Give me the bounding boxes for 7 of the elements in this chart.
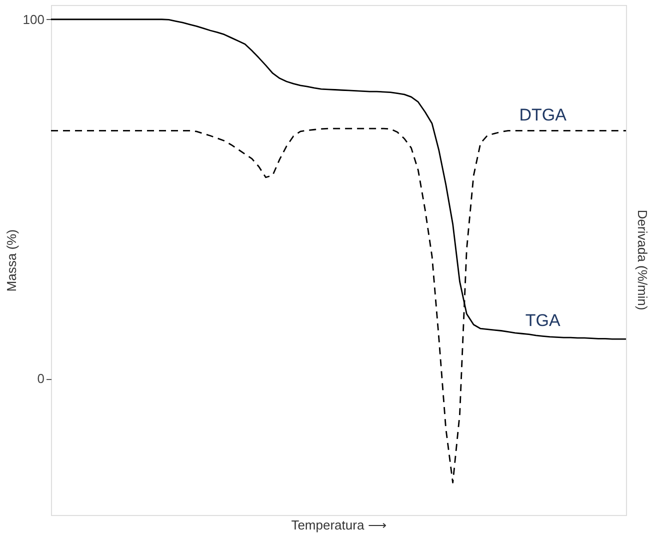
x-axis-title: Temperatura ⟶ (291, 518, 387, 532)
y-axis-title: Massa (%) (4, 229, 19, 292)
y2-axis-title: Derivada (%/min) (635, 210, 650, 310)
series-label: DTGA (519, 106, 568, 125)
series-label: TGA (525, 311, 561, 330)
y-tick-label: 0 (37, 371, 44, 386)
y-tick-label: 100 (22, 12, 44, 27)
